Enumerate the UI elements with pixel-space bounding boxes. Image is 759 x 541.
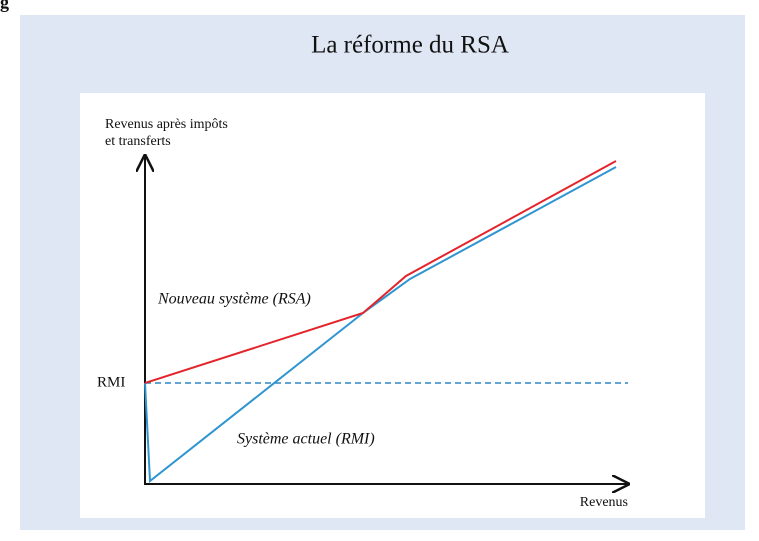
header-fragment: g xyxy=(0,0,9,12)
new-system-curve xyxy=(144,160,617,384)
y-axis-label: et transferts xyxy=(105,134,171,149)
y-axis-label: Revenus après impôts xyxy=(105,117,228,132)
new-system-label: Nouveau système (RSA) xyxy=(157,291,311,308)
x-axis-label: Revenus xyxy=(580,495,628,510)
title: La réforme du RSA xyxy=(311,32,509,59)
current-system-label: Système actuel (RMI) xyxy=(237,431,375,448)
plot-panel xyxy=(80,93,705,518)
level-label: RMI xyxy=(97,374,125,390)
